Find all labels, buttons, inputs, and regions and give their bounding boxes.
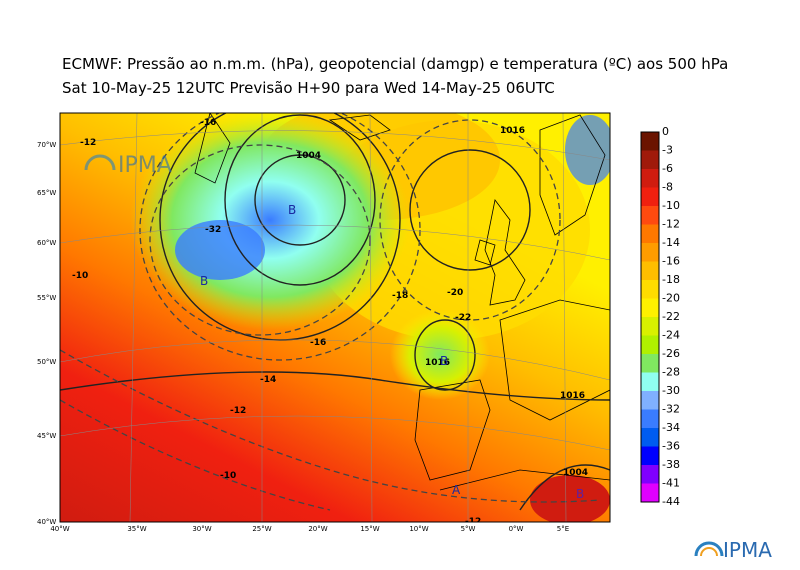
- colorbar-label: -16: [662, 255, 680, 268]
- watermark: IPMA: [84, 153, 172, 178]
- colorbar-bin: [641, 261, 659, 280]
- lat-label: 70°W: [37, 141, 56, 149]
- colorbar-label: -34: [662, 421, 680, 434]
- colorbar-label: -26: [662, 347, 680, 360]
- temp-label: -16: [200, 118, 216, 128]
- isobar-label: 1016: [560, 391, 585, 401]
- temp-label: -18: [392, 291, 408, 301]
- colorbar-bin: [641, 354, 659, 373]
- temp-label: -14: [260, 375, 276, 385]
- isobar-label: 1016: [425, 358, 450, 368]
- lat-label: 65°W: [37, 189, 56, 197]
- temp-label: -20: [447, 288, 463, 298]
- colorbar-bin: [641, 335, 659, 354]
- colorbar-label: -30: [662, 384, 680, 397]
- colorbar-label: -6: [662, 162, 673, 175]
- colorbar-label: -32: [662, 403, 680, 416]
- colorbar-label: -18: [662, 273, 680, 286]
- low-center: B: [440, 354, 448, 368]
- subtitle: Sat 10-May-25 12UTC Previsão H+90 para W…: [62, 79, 555, 97]
- temp-label: -12: [80, 138, 96, 148]
- lat-label: 40°W: [37, 518, 56, 526]
- colorbar-bin: [641, 465, 659, 484]
- colorbar: 0 -3 -6 -8 -10 -12 -14 -16 -18 -20 -22 -24 -26 -28 -30…: [640, 125, 680, 508]
- low-center: B: [288, 203, 296, 217]
- lon-label: 30°W: [192, 525, 211, 533]
- temp-label: -22: [455, 313, 471, 323]
- temp-label: -12: [465, 517, 481, 527]
- colorbar-bin: [641, 169, 659, 188]
- colorbar-bin: [641, 409, 659, 428]
- colorbar-label: -10: [662, 199, 680, 212]
- temp-label: -12: [230, 406, 246, 416]
- watermark-text: IPMA: [118, 153, 172, 178]
- colorbar-label: -28: [662, 366, 680, 379]
- colorbar-label: -20: [662, 292, 680, 305]
- lon-label: 5°E: [557, 525, 569, 533]
- colorbar-label: -41: [662, 477, 680, 490]
- colorbar-bin: [641, 187, 659, 206]
- lon-label: 0°W: [509, 525, 524, 533]
- lon-label: 15°W: [360, 525, 379, 533]
- lat-label: 50°W: [37, 358, 56, 366]
- colorbar-bin: [641, 206, 659, 225]
- colorbar-label: -8: [662, 181, 673, 194]
- low-center: B: [576, 487, 584, 501]
- title: ECMWF: Pressão ao n.m.m. (hPa), geopoten…: [62, 55, 728, 73]
- colorbar-label: -36: [662, 440, 680, 453]
- lon-label: 20°W: [308, 525, 327, 533]
- colorbar-bin: [641, 446, 659, 465]
- colorbar-bin: [641, 243, 659, 262]
- colorbar-bin: [641, 391, 659, 410]
- isobar-label: 1016: [500, 126, 525, 136]
- temp-label: -10: [72, 271, 88, 281]
- lon-label: 25°W: [252, 525, 271, 533]
- colorbar-label: -24: [662, 329, 680, 342]
- colorbar-label: -12: [662, 218, 680, 231]
- colorbar-label: -22: [662, 310, 680, 323]
- colorbar-bin: [641, 483, 659, 502]
- lon-label: 10°W: [409, 525, 428, 533]
- colorbar-bin: [641, 428, 659, 447]
- colorbar-frame: [640, 131, 660, 503]
- isobar-label: 1004: [563, 468, 588, 478]
- high-center: A: [452, 483, 461, 497]
- lat-label: 45°W: [37, 432, 56, 440]
- colorbar-bin: [641, 317, 659, 336]
- colorbar-label: -14: [662, 236, 680, 249]
- colorbar-bin: [641, 280, 659, 299]
- temp-label: -10: [220, 471, 236, 481]
- isobar-label: 1004: [296, 151, 321, 161]
- low-center: B: [200, 274, 208, 288]
- lat-label: 55°W: [37, 294, 56, 302]
- logo-text: IPMA: [723, 538, 772, 562]
- map: 1004 1016 1016 1016 1004 -16 -14 -12 -10…: [60, 113, 610, 527]
- colorbar-label: -44: [662, 495, 680, 508]
- colorbar-label: -38: [662, 458, 680, 471]
- colorbar-label: -3: [662, 144, 673, 157]
- colorbar-label: 0: [662, 125, 669, 138]
- lat-label: 60°W: [37, 239, 56, 247]
- temp-label: -32: [205, 225, 221, 235]
- colorbar-bin: [641, 372, 659, 391]
- colorbar-bin: [641, 224, 659, 243]
- axes: 70°W 65°W 60°W 55°W 50°W 45°W 40°W40°W 35°W 30°W…: [37, 141, 569, 533]
- lon-label: 5°W: [461, 525, 476, 533]
- lon-label: 35°W: [127, 525, 146, 533]
- temp-label: -16: [310, 338, 326, 348]
- map-frame: [59, 112, 611, 523]
- lon-label: 40°W: [50, 525, 69, 533]
- colorbar-bin: [641, 132, 659, 151]
- colorbar-bin: [641, 298, 659, 317]
- logo: IPMA: [694, 538, 772, 562]
- colorbar-bin: [641, 150, 659, 169]
